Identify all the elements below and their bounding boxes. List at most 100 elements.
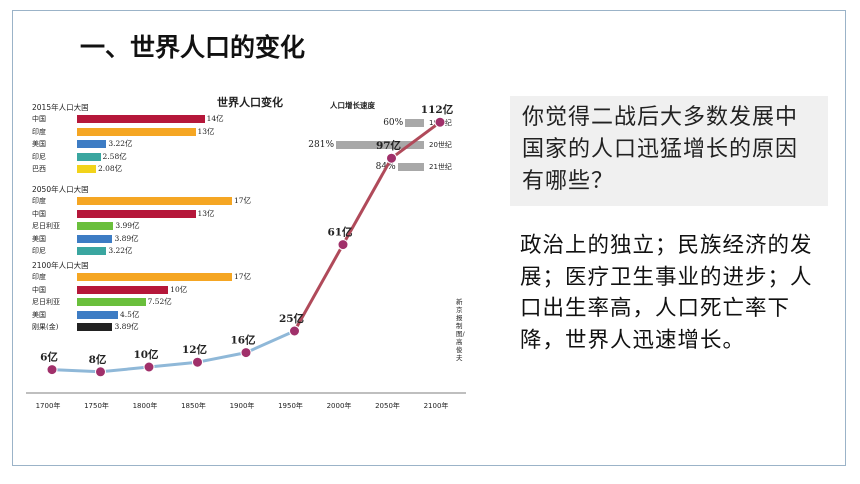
country-label: 美国 bbox=[32, 310, 46, 319]
population-line-chart: 6亿 1700年 8亿 1750年 10亿 1800年 12亿 1850年 16亿 1900年 25… bbox=[26, 103, 466, 410]
country-label: 印尼 bbox=[32, 247, 46, 255]
population-line-segment bbox=[148, 360, 198, 369]
country-bar bbox=[77, 234, 113, 243]
country-bar-row: 刚果(金) 3.89亿 bbox=[32, 322, 272, 332]
country-label: 印度 bbox=[32, 273, 46, 281]
answer-text: 政治上的独立；民族经济的发展；医疗卫生事业的进步；人口出生率高，人口死亡率下降，… bbox=[520, 233, 813, 353]
population-infographic: 世界人口变化 2015年人口大国 中国 14亿 印度 13亿 美国 3.22亿 印尼 2.58亿… bbox=[22, 88, 470, 418]
country-bar-row: 美国 3.22亿 bbox=[32, 139, 272, 149]
country-bar-row: 中国 13亿 bbox=[32, 209, 272, 219]
population-point bbox=[143, 361, 155, 373]
country-bar bbox=[77, 127, 196, 136]
country-bar-row: 印尼 2.58亿 bbox=[32, 152, 272, 162]
growth-rate-bar bbox=[397, 163, 424, 171]
x-tick-label: 2000年 bbox=[327, 401, 352, 410]
country-value: 3.89亿 bbox=[114, 322, 139, 331]
country-value: 2.08亿 bbox=[97, 164, 123, 173]
country-value: 13亿 bbox=[197, 208, 215, 218]
country-value: 3.89亿 bbox=[114, 233, 139, 243]
country-bar bbox=[77, 222, 114, 230]
x-tick-label: 2050年 bbox=[375, 401, 400, 410]
population-point bbox=[434, 116, 446, 128]
country-bar-row: 印尼 3.22亿 bbox=[32, 246, 272, 256]
country-bar bbox=[77, 152, 101, 161]
population-data-label: 61亿 bbox=[327, 226, 353, 239]
country-label: 美国 bbox=[32, 234, 46, 243]
population-line-segment bbox=[390, 120, 441, 160]
country-label: 印度 bbox=[32, 197, 46, 205]
country-bar bbox=[77, 247, 107, 255]
country-bar bbox=[77, 197, 232, 205]
country-value: 4.5亿 bbox=[120, 309, 140, 319]
x-tick-label: 1850年 bbox=[181, 401, 206, 410]
country-bar-row: 中国 14亿 bbox=[32, 114, 272, 124]
country-label: 巴西 bbox=[32, 165, 46, 173]
growth-rate-value: 281% bbox=[308, 140, 334, 150]
growth-rate-title: 人口增长速度 bbox=[330, 101, 375, 110]
growth-rate-bar bbox=[336, 141, 424, 149]
country-value: 2.58亿 bbox=[102, 151, 127, 161]
country-label: 中国 bbox=[32, 285, 46, 294]
country-value: 14亿 bbox=[206, 114, 224, 123]
population-point bbox=[95, 366, 106, 378]
question-text: 你觉得二战后大多数发展中国家的人口迅猛增长的原因有哪些？ bbox=[522, 105, 799, 194]
population-point bbox=[386, 152, 397, 164]
infographic-title: 世界人口变化 bbox=[217, 96, 283, 109]
question-box: 你觉得二战后大多数发展中国家的人口迅猛增长的原因有哪些？ bbox=[510, 96, 828, 206]
country-label: 印度 bbox=[32, 127, 46, 136]
country-label: 中国 bbox=[32, 209, 46, 218]
country-value: 7.52亿 bbox=[147, 297, 172, 306]
country-label: 中国 bbox=[32, 115, 46, 123]
country-label: 尼日利亚 bbox=[32, 298, 60, 306]
country-bar-row: 美国 4.5亿 bbox=[32, 310, 272, 320]
population-data-label: 12亿 bbox=[182, 343, 208, 356]
population-data-label: 112亿 bbox=[421, 103, 454, 116]
country-bar bbox=[77, 209, 196, 218]
source-credit: 新京报制图/高俊夫 bbox=[456, 298, 465, 362]
x-tick-label: 1700年 bbox=[36, 401, 61, 410]
country-value: 3.22亿 bbox=[108, 139, 133, 148]
country-bar-row: 中国 10亿 bbox=[32, 285, 272, 295]
population-point bbox=[337, 239, 349, 251]
country-value: 17亿 bbox=[234, 196, 252, 205]
country-bar-row: 印度 13亿 bbox=[32, 127, 272, 137]
bar-group-title: 2050年人口大国 bbox=[32, 185, 89, 194]
population-data-label: 97亿 bbox=[376, 139, 402, 152]
country-label: 印尼 bbox=[32, 152, 46, 161]
population-line-segment bbox=[341, 157, 393, 246]
growth-rate-century: 20世纪 bbox=[429, 141, 452, 149]
population-point bbox=[46, 364, 58, 376]
country-value: 3.22亿 bbox=[108, 246, 133, 255]
population-line-segment bbox=[245, 329, 296, 354]
bar-group-title: 2100年人口大国 bbox=[32, 261, 89, 270]
country-value: 17亿 bbox=[234, 272, 252, 281]
country-label: 尼日利亚 bbox=[32, 222, 60, 230]
population-point bbox=[289, 325, 300, 337]
bar-group-title: 2015年人口大国 bbox=[32, 103, 89, 112]
country-bar bbox=[77, 298, 146, 306]
country-bar bbox=[77, 285, 169, 294]
x-tick-label: 1800年 bbox=[133, 401, 158, 410]
country-bar-row: 尼日利亚 7.52亿 bbox=[32, 297, 272, 307]
population-line-segment bbox=[51, 368, 101, 374]
country-bar-row: 美国 3.89亿 bbox=[32, 234, 272, 244]
country-value: 3.99亿 bbox=[115, 221, 140, 230]
population-line-segment bbox=[100, 365, 150, 374]
x-tick-label: 1750年 bbox=[84, 401, 109, 410]
population-point bbox=[240, 347, 252, 359]
population-point bbox=[192, 356, 203, 368]
population-line-segment bbox=[293, 243, 345, 332]
population-line-segment bbox=[197, 351, 247, 364]
x-tick-label: 1900年 bbox=[230, 401, 255, 410]
x-tick-label: 1950年 bbox=[278, 401, 303, 410]
country-bar bbox=[77, 323, 113, 331]
x-tick-label: 2100年 bbox=[424, 401, 449, 410]
population-data-label: 6亿 bbox=[40, 351, 58, 364]
country-value: 10亿 bbox=[170, 284, 188, 294]
country-bar bbox=[77, 273, 232, 281]
country-bar bbox=[77, 310, 119, 319]
growth-rate-bar bbox=[405, 119, 424, 127]
slide-frame bbox=[12, 10, 846, 466]
population-data-label: 16亿 bbox=[230, 334, 256, 347]
country-bar-row: 印度 17亿 bbox=[32, 272, 272, 282]
